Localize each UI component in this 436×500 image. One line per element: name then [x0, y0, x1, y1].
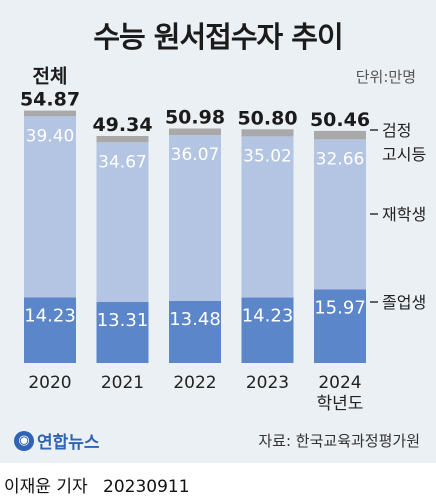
- logo-text: 연합뉴스: [37, 433, 100, 453]
- x-tick-suffix-label: 학년도: [317, 394, 364, 414]
- bar-segment-2022-2: [169, 128, 221, 136]
- total-prefix-label: 전체: [33, 66, 68, 88]
- total-label-2021: 49.34: [92, 114, 152, 136]
- yonhap-logo-icon: ◉: [14, 430, 34, 451]
- bar-segment-2024-0: [314, 289, 366, 363]
- byline: 이재윤 기자 20230911: [4, 472, 190, 497]
- value-label-graduates-2020: 14.23: [24, 306, 76, 327]
- x-tick-label-2022: 2022: [173, 373, 216, 393]
- chart-title: 수능 원서접수자 추이: [93, 20, 343, 54]
- total-label-2023: 50.80: [237, 107, 297, 129]
- value-label-repeaters-2021: 34.67: [98, 152, 147, 172]
- value-label-graduates-2023: 14.23: [242, 306, 294, 327]
- value-label-graduates-2024: 15.97: [314, 298, 366, 319]
- value-label-repeaters-2023: 35.02: [243, 147, 292, 167]
- yonhap-logo: ◉ 연합뉴스: [14, 428, 100, 453]
- total-label-2020: 54.87: [20, 89, 80, 111]
- total-label-2024: 50.46: [310, 109, 370, 131]
- x-tick-label-2021: 2021: [101, 373, 144, 393]
- bar-segment-2021-0: [96, 301, 149, 363]
- legend-label-2: 재학생: [382, 205, 426, 224]
- bar-segment-2023-2: [241, 129, 294, 137]
- legend-label-1: 고시등: [382, 145, 426, 164]
- unit-label: 단위:만명: [355, 68, 416, 86]
- bar-segment-2020-1: [24, 116, 76, 298]
- bar-segment-2024-1: [314, 139, 366, 290]
- legend-label-3: 졸업생: [382, 293, 426, 312]
- value-label-graduates-2021: 13.31: [97, 310, 149, 331]
- bar-segment-2022-0: [169, 301, 221, 363]
- bar-segment-2022-1: [169, 135, 221, 301]
- bar-segment-2020-0: [24, 297, 76, 363]
- reporter-name: 이재윤 기자: [4, 477, 88, 497]
- value-label-graduates-2022: 13.48: [169, 309, 221, 330]
- bar-segment-2024-2: [314, 130, 366, 140]
- bar-segment-2021-1: [96, 142, 149, 302]
- value-label-repeaters-2022: 36.07: [171, 145, 220, 165]
- legend-label-0: 검정: [382, 121, 411, 140]
- bar-segment-2023-0: [241, 297, 294, 363]
- value-label-repeaters-2024: 32.66: [316, 149, 365, 169]
- byline-date: 20230911: [103, 477, 190, 497]
- bar-segment-2020-2: [24, 110, 76, 117]
- x-tick-label-2020: 2020: [28, 373, 71, 393]
- x-tick-label-2023: 2023: [246, 373, 289, 393]
- value-label-repeaters-2020: 39.40: [26, 126, 75, 146]
- source-label: 자료: 한국교육과정평가원: [258, 432, 420, 450]
- x-tick-label-2024: 2024: [318, 373, 361, 393]
- total-label-2022: 50.98: [165, 107, 225, 129]
- bar-segment-2023-1: [241, 136, 294, 298]
- bar-segment-2021-2: [96, 136, 149, 143]
